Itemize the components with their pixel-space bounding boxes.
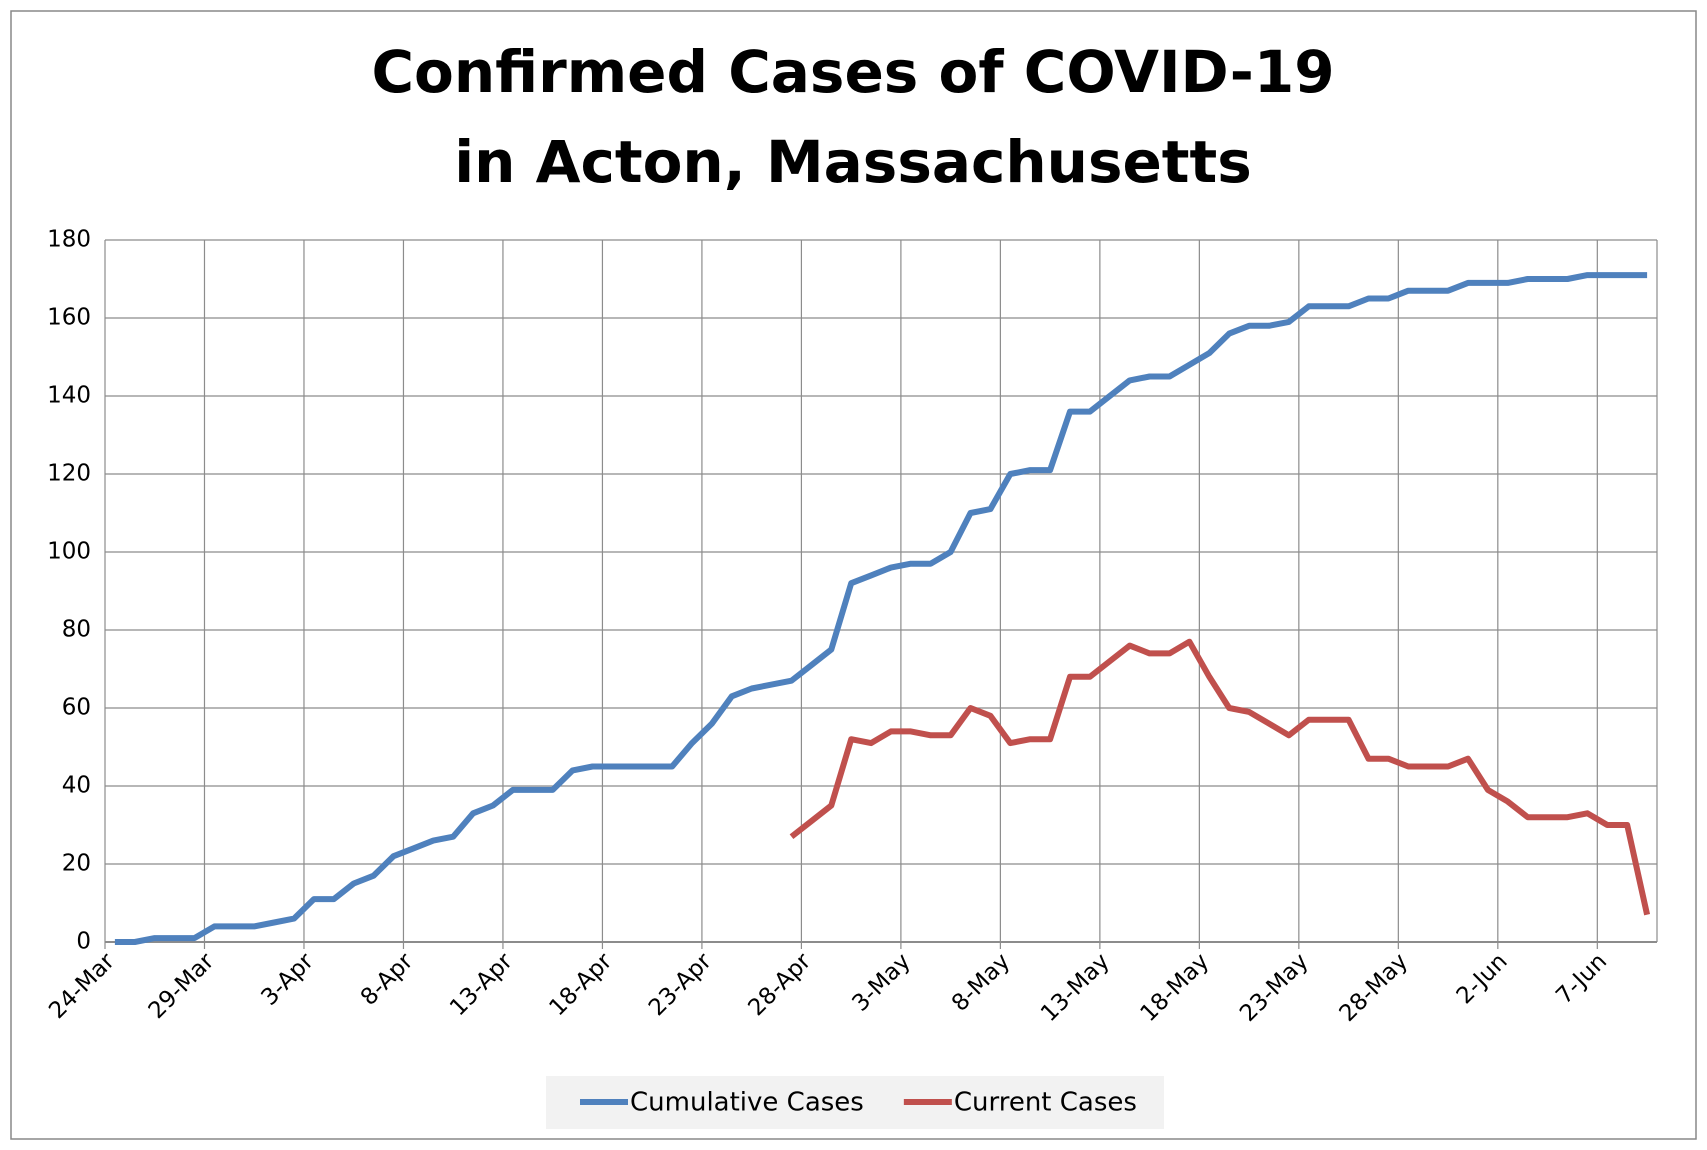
y-tick-label: 0: [76, 929, 91, 955]
y-tick-label: 20: [62, 851, 91, 877]
y-tick-label: 100: [47, 539, 91, 565]
y-tick-label: 140: [47, 383, 91, 409]
series-line: [789, 638, 1651, 916]
legend: Cumulative Cases Current Cases: [546, 1076, 1164, 1129]
y-tick-label: 120: [47, 461, 91, 487]
chart-frame: [10, 10, 1697, 1140]
y-tick-label: 40: [62, 773, 91, 799]
y-tick-label: 180: [47, 227, 91, 253]
chart-title: in Acton, Massachusetts: [454, 128, 1252, 196]
y-tick-label: 160: [47, 305, 91, 331]
legend-label: Cumulative Cases: [630, 1088, 864, 1118]
legend-box: [546, 1076, 1164, 1129]
y-tick-label: 60: [62, 695, 91, 721]
y-tick-label: 80: [62, 617, 91, 643]
chart-title: Confirmed Cases of COVID-19: [371, 38, 1334, 106]
legend-label: Current Cases: [954, 1088, 1137, 1118]
series-line: [114, 272, 1648, 945]
